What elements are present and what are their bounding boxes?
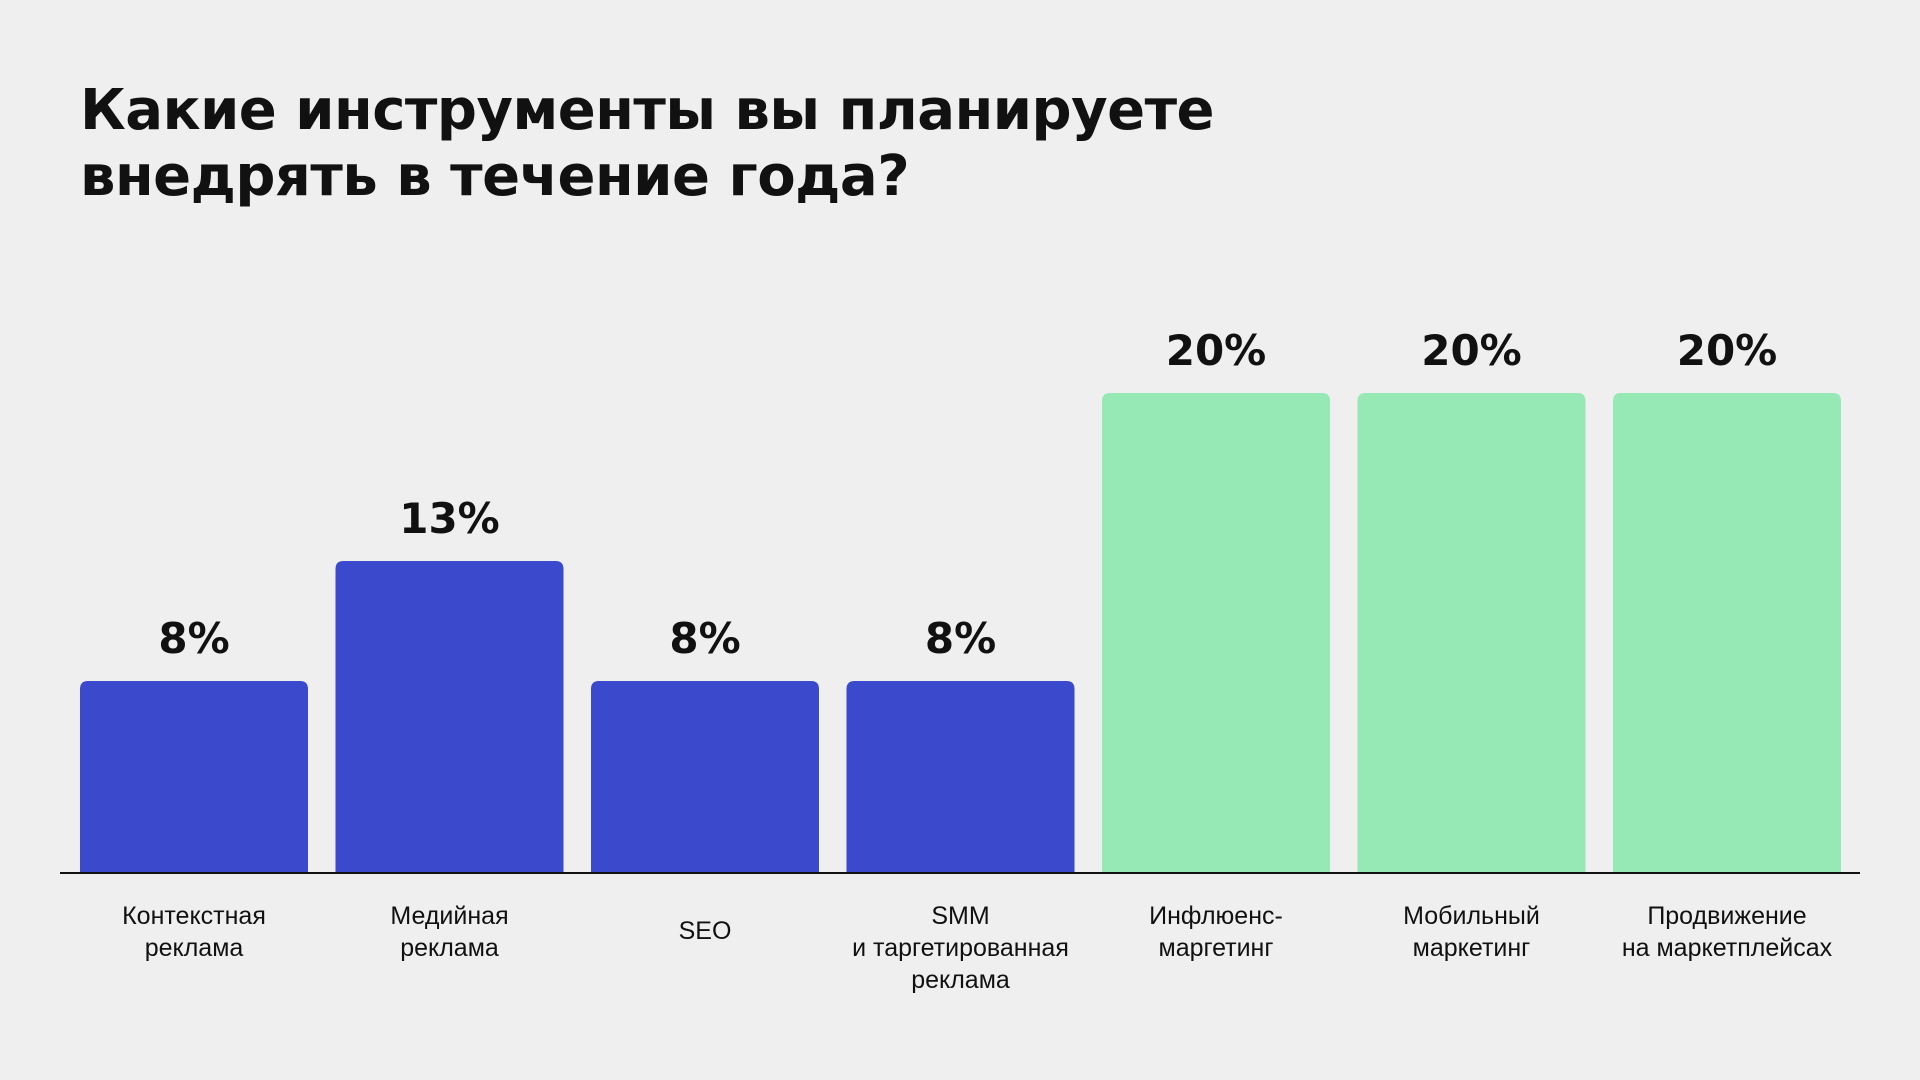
data-label-2: 13% (399, 494, 500, 543)
bar-7 (1613, 393, 1841, 873)
data-label-3: 8% (669, 614, 740, 663)
category-label-7-line-2: на маркетплейсах (1622, 934, 1833, 962)
category-label-3-line-1: SEO (679, 917, 732, 945)
category-label-1-line-1: Контекстная (122, 902, 266, 930)
bar-2 (335, 561, 564, 873)
chart-title-line-2: внедрять в течение года? (80, 144, 910, 209)
bar-1 (80, 681, 308, 873)
data-label-1: 8% (158, 614, 229, 663)
category-label-7-line-1: Продвижение (1647, 902, 1806, 930)
category-label-7: Продвижение на маркетплейсах (1622, 902, 1833, 962)
category-labels-layer: Контекстная реклама Медийная реклама SEO SMM и… (122, 902, 1833, 994)
category-label-5-line-1: Инфлюенс- (1149, 902, 1283, 930)
bar-3 (591, 681, 819, 873)
category-label-3: SEO (679, 917, 732, 945)
data-label-5: 20% (1166, 326, 1267, 375)
category-label-6: Мобильный маркетинг (1403, 902, 1540, 962)
category-label-5-line-2: маргетинг (1159, 934, 1274, 962)
category-label-6-line-1: Мобильный (1403, 902, 1540, 930)
chart-title-line-1: Какие инструменты вы планируете (80, 78, 1215, 143)
category-label-6-line-2: маркетинг (1413, 934, 1531, 962)
category-label-2-line-1: Медийная (390, 902, 508, 930)
category-label-4-line-1: SMM (931, 902, 989, 930)
category-label-4: SMM и таргетированная реклама (852, 902, 1069, 994)
category-label-5: Инфлюенс-маргетинг (1149, 902, 1283, 962)
bar-4 (846, 681, 1075, 873)
chart-title: Какие инструменты вы планируете внедрять… (80, 78, 1580, 210)
category-label-4-line-2: и таргетированная (852, 934, 1069, 962)
category-label-2-line-2: реклама (400, 934, 499, 962)
bar-6 (1357, 393, 1586, 873)
data-label-6: 20% (1421, 326, 1522, 375)
data-label-7: 20% (1677, 326, 1778, 375)
bar-5 (1102, 393, 1330, 873)
category-label-1: Контекстная реклама (122, 902, 266, 962)
category-label-2: Медийная реклама (390, 902, 508, 962)
bars-layer (80, 393, 1841, 873)
value-labels-layer: 8% 13% 8% 8% 20% 20% 20% (158, 326, 1777, 663)
data-label-4: 8% (925, 614, 996, 663)
category-label-4-line-3: реклама (911, 966, 1010, 994)
category-label-1-line-2: реклама (145, 934, 244, 962)
